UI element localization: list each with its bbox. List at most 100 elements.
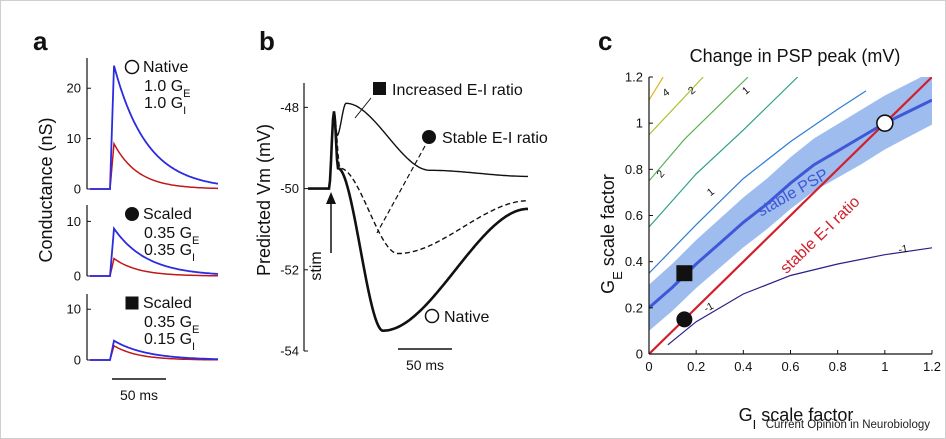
panel-c-ylabel-g: G <box>598 280 618 294</box>
panel-c-xtick-label-6: 1.2 <box>923 359 941 374</box>
panel-a-gain-2-1: 0.15 GI <box>144 331 195 353</box>
panel-c-ytick-label-5: 1 <box>636 116 643 131</box>
panel-a-gain-2-0: 0.35 GE <box>144 314 199 336</box>
trace-stable-ei <box>328 111 528 255</box>
panel-c-xlabel-sub: I <box>753 417 757 432</box>
panel-letter-a: a <box>33 26 48 56</box>
panel-a-gain-value: 1.0 G <box>144 78 183 95</box>
panel-b: b Predicted Vm (mV) -48 -50 -52 -54 stim In… <box>254 26 548 373</box>
panel-a-gi-trace-1 <box>90 257 218 277</box>
contour-line-4 <box>649 77 704 136</box>
panel-a-ytick-label-1-0: 0 <box>74 269 81 284</box>
panel-c-marker-native <box>876 114 894 132</box>
panel-c-xlabel-rest: scale factor <box>756 405 853 425</box>
panel-a-gain-subscript: E <box>183 88 190 100</box>
contour-line-1 <box>649 90 867 274</box>
stim-arrowhead <box>326 192 336 204</box>
panel-letter-b: b <box>259 26 275 56</box>
panel-a-gain-0-1: 1.0 GI <box>144 95 186 117</box>
stim-label: stim <box>308 251 325 280</box>
panel-c-ylabel: GE scale factor <box>598 174 625 294</box>
panel-c-xlabel-g: G <box>739 405 753 425</box>
panel-a-ytick-label-2-1: 10 <box>67 302 81 317</box>
panel-a-ytick-label-2-0: 0 <box>74 353 81 368</box>
panel-a-marker-1 <box>125 207 139 221</box>
legend-increased-ei-marker <box>373 82 386 95</box>
panel-c-xtick-label-2: 0.4 <box>734 359 752 374</box>
panel-b-ylabel: Predicted Vm (mV) <box>254 124 274 276</box>
legend-increased-ei-label: Increased E-I ratio <box>392 82 523 99</box>
panel-a-gi-trace-2 <box>90 344 218 361</box>
panel-a-ge-trace-2 <box>90 339 219 361</box>
legend-native-label: Native <box>444 309 489 326</box>
panel-c-xtick-label-1: 0.2 <box>687 359 705 374</box>
panel-b-ytick-label-3: -54 <box>280 344 299 359</box>
contour-label-0: 4 <box>660 86 672 99</box>
panel-a-scalebar-label: 50 ms <box>120 387 158 403</box>
panel-a-gain-subscript: E <box>192 235 199 247</box>
panel-c-xtick-label-0: 0 <box>645 359 652 374</box>
panel-a-ge-trace-0 <box>90 65 219 190</box>
panel-a-label-0: Native <box>143 59 188 76</box>
stable-psp-band <box>649 77 932 331</box>
panel-a-ytick-label-1-1: 10 <box>67 214 81 229</box>
panel-a-label-2: Scaled <box>143 295 192 312</box>
panel-a-label-1: Scaled <box>143 206 192 223</box>
contour-line-0 <box>667 247 932 346</box>
panel-a-ytick-label-0-0: 0 <box>74 182 81 197</box>
panel-c-xtick-label-3: 0.6 <box>781 359 799 374</box>
panel-a-gain-subscript: I <box>192 341 195 353</box>
panel-a-gain-1-0: 0.35 GE <box>144 225 199 247</box>
panel-b-ytick-label-0: -48 <box>280 100 299 115</box>
panel-c-ytick-label-2: 0.4 <box>625 254 643 269</box>
trace-native <box>308 111 528 332</box>
contour-line-2 <box>649 77 799 228</box>
panel-a-gi-trace-0 <box>90 141 218 190</box>
panel-c-title: Change in PSP peak (mV) <box>690 46 901 66</box>
panel-c-marker-stable-ei <box>676 311 693 328</box>
panel-a-gain-subscript: I <box>192 252 195 264</box>
contour-line-5 <box>649 77 664 101</box>
panel-a-gain-value: 0.35 G <box>144 314 192 331</box>
credit-text: Current Opinion in Neurobiology <box>766 419 931 431</box>
panel-b-y-axis: -48 -50 -52 -54 <box>280 83 308 359</box>
panel-c-xtick-label-4: 0.8 <box>829 359 847 374</box>
panel-c-ylabel-sub: E <box>610 271 625 280</box>
panel-a-gain-subscript: E <box>192 324 199 336</box>
legend-native-marker <box>424 308 440 324</box>
panel-c-ytick-label-1: 0.2 <box>625 300 643 315</box>
panel-c-ytick-label-0: 0 <box>636 347 643 362</box>
panel-a-marker-0 <box>124 59 140 75</box>
panel-b-ytick-label-2: -52 <box>280 262 299 277</box>
panel-c-marker-increased-ei <box>676 265 693 282</box>
panel-a-ytick-label-0-2: 20 <box>67 81 81 96</box>
panel-c-xtick-label-5: 1 <box>881 359 888 374</box>
panel-a-gain-value: 0.35 G <box>144 225 192 242</box>
panel-a-ge-trace-1 <box>90 225 219 277</box>
panel-c-ytick-label-6: 1.2 <box>625 70 643 85</box>
contour-line-3 <box>649 77 749 182</box>
panel-c-xlabel: GI scale factor <box>739 405 854 432</box>
panel-a-gain-value: 0.35 G <box>144 242 192 259</box>
legend-stable-ei-label: Stable E-I ratio <box>442 130 548 147</box>
panel-c-ytick-label-4: 0.8 <box>625 162 643 177</box>
panel-a-gain-0-0: 1.0 GE <box>144 78 190 100</box>
pointer-increased-ei <box>354 97 372 119</box>
panel-letter-c: c <box>598 26 612 56</box>
panel-a-ytick-label-0-1: 10 <box>67 131 81 146</box>
panel-a-gain-value: 0.15 G <box>144 331 192 348</box>
panel-b-traces <box>308 97 528 332</box>
pointer-stable-ei <box>376 145 426 234</box>
panel-a-gain-value: 1.0 G <box>144 95 183 112</box>
panel-a-gain-subscript: I <box>183 105 186 117</box>
panel-a-gain-1-1: 0.35 GI <box>144 242 195 264</box>
panel-a-ylabel: Conductance (nS) <box>36 117 56 262</box>
panel-c-ylabel-rest: scale factor <box>598 174 618 271</box>
legend-stable-ei-marker <box>422 130 436 144</box>
panel-b-ytick-label-1: -50 <box>280 181 299 196</box>
panel-b-scalebar-label: 50 ms <box>406 357 444 373</box>
